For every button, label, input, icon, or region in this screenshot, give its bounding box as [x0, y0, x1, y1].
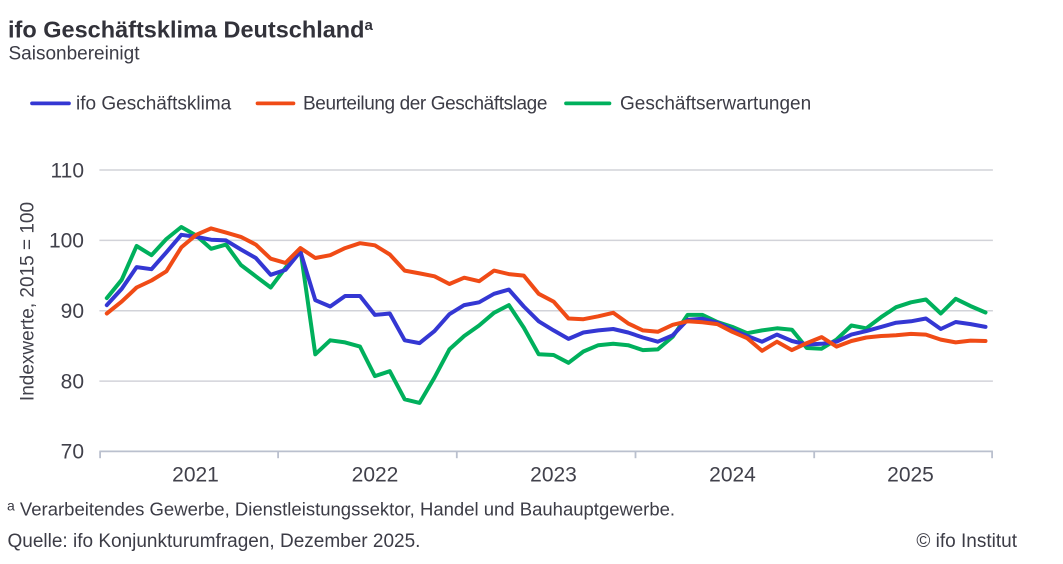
svg-text:2024: 2024: [709, 464, 756, 487]
svg-text:Geschäftserwartungen: Geschäftserwartungen: [620, 94, 811, 115]
svg-text:90: 90: [61, 300, 84, 323]
svg-text:70: 70: [61, 441, 84, 464]
svg-text:Saisonbereinigt: Saisonbereinigt: [9, 44, 141, 65]
svg-text:a Verarbeitendes Gewerbe, Dien: a Verarbeitendes Gewerbe, Dienstleistung…: [7, 498, 675, 520]
svg-text:ifo Geschäftsklima: ifo Geschäftsklima: [76, 94, 232, 115]
svg-text:80: 80: [61, 370, 84, 393]
svg-text:110: 110: [51, 159, 84, 182]
svg-text:ifo Geschäftsklima Deutschland: ifo Geschäftsklima Deutschlanda: [8, 17, 374, 43]
svg-text:2021: 2021: [172, 464, 219, 487]
svg-text:2022: 2022: [352, 464, 399, 487]
svg-text:Indexwerte, 2015 = 100: Indexwerte, 2015 = 100: [18, 202, 39, 401]
svg-text:2025: 2025: [887, 464, 934, 487]
svg-text:100: 100: [49, 230, 84, 253]
svg-text:© ifo Institut: © ifo Institut: [916, 531, 1017, 552]
svg-text:Beurteilung der Geschäftslage: Beurteilung der Geschäftslage: [303, 94, 547, 115]
svg-text:Quelle: ifo Konjunkturumfragen: Quelle: ifo Konjunkturumfragen, Dezember…: [8, 531, 421, 552]
svg-text:2023: 2023: [530, 464, 577, 487]
